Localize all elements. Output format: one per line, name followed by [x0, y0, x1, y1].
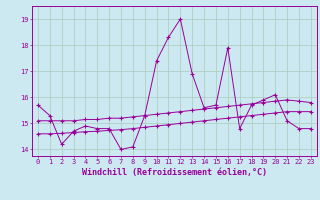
X-axis label: Windchill (Refroidissement éolien,°C): Windchill (Refroidissement éolien,°C) [82, 168, 267, 177]
